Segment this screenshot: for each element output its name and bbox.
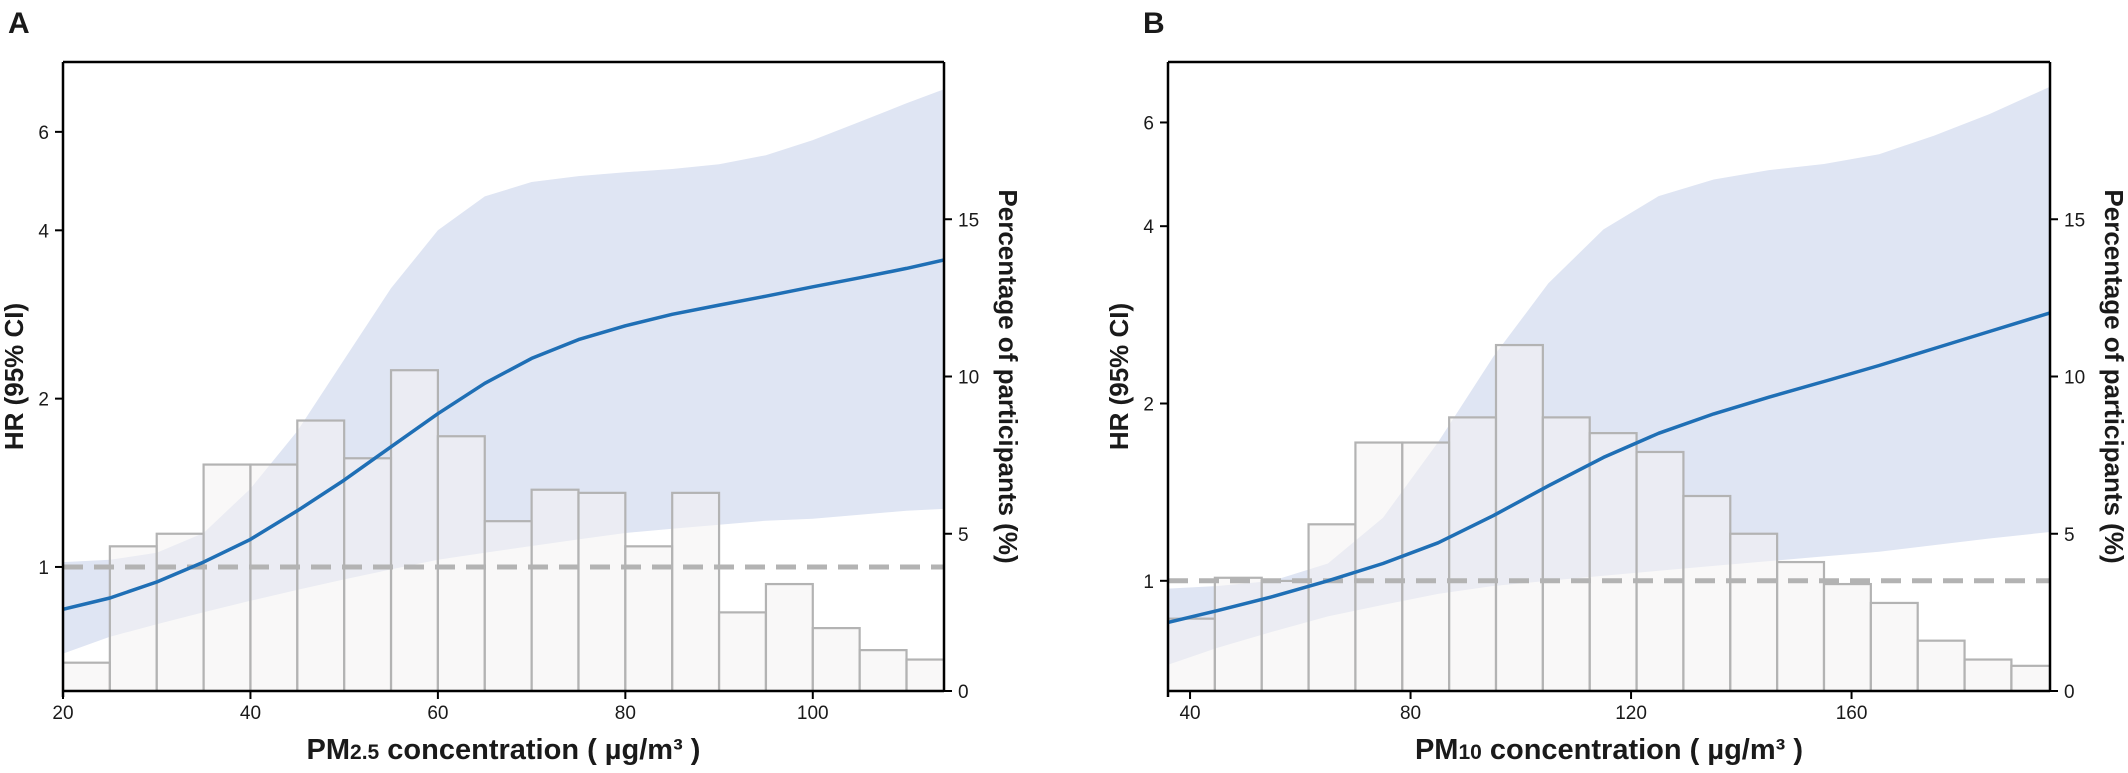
x-tick-label: 40 xyxy=(240,703,261,724)
x-tick-label: 40 xyxy=(1179,703,1200,724)
x-tick-label: 120 xyxy=(1615,703,1647,724)
histogram-bar xyxy=(1635,450,1685,691)
histogram-bar xyxy=(1822,582,1872,691)
histogram-bar xyxy=(389,369,439,691)
histogram-bar xyxy=(1213,576,1263,691)
histogram-bar xyxy=(202,463,252,691)
histogram-bar xyxy=(1916,639,1966,691)
x-axis-label: PM10 concentration ( µg/m³ ) xyxy=(1415,734,1803,766)
histogram-bar xyxy=(577,491,627,691)
histogram-bar xyxy=(108,545,158,691)
y-tick-label: 6 xyxy=(38,123,49,144)
histogram-bar xyxy=(1168,617,1216,691)
x-axis-label-main: PM xyxy=(307,734,351,766)
hr-curve xyxy=(1168,311,2050,625)
y2-tick-label: 10 xyxy=(2064,368,2085,389)
x-axis-label: PM2.5 concentration ( µg/m³ ) xyxy=(307,734,701,766)
y-tick-label: 2 xyxy=(38,390,49,411)
y-tick-label: 2 xyxy=(1143,394,1154,415)
y2-tick-label: 0 xyxy=(2064,682,2075,703)
x-tick-label: 20 xyxy=(52,703,73,724)
x-axis-label-rest: concentration ( µg/m³ ) xyxy=(1482,734,1803,766)
x-axis-label-sub: 10 xyxy=(1458,741,1481,764)
histogram-bar xyxy=(2010,664,2050,691)
x-axis-label-sub: 2.5 xyxy=(350,741,380,764)
histogram-bar xyxy=(811,626,861,691)
y-tick-label: 6 xyxy=(1143,113,1154,134)
y-tick-label: 1 xyxy=(1143,572,1154,593)
histogram-bar xyxy=(1541,416,1591,691)
histogram-bar xyxy=(1682,494,1732,691)
x-tick-label: 80 xyxy=(615,703,636,724)
y2-tick-label: 10 xyxy=(958,368,979,389)
y2-tick-label: 5 xyxy=(2064,525,2075,546)
histogram-bar xyxy=(1448,416,1498,691)
histogram-bar xyxy=(249,463,299,691)
histogram-bar xyxy=(1963,658,2013,691)
x-tick-label: 160 xyxy=(1836,703,1868,724)
hr-curve xyxy=(63,258,944,612)
histogram-bar xyxy=(1354,441,1404,691)
histogram-bar xyxy=(1729,532,1779,691)
histogram-bar xyxy=(1494,343,1544,691)
y-axis-label: HR (95% CI) xyxy=(0,303,29,450)
x-axis-label-main: PM xyxy=(1415,734,1459,766)
histogram-bar xyxy=(155,532,205,691)
y-axis-label: HR (95% CI) xyxy=(1104,303,1134,450)
y2-tick-label: 15 xyxy=(958,210,979,231)
histogram-bar xyxy=(1588,432,1638,691)
x-tick-label: 80 xyxy=(1400,703,1421,724)
histogram-bar xyxy=(483,520,533,691)
histogram-bar xyxy=(530,488,580,691)
panel-label: B xyxy=(1143,7,1165,40)
histogram-bar xyxy=(63,661,111,691)
y2-axis-label: Percentage of participants (%) xyxy=(2099,189,2128,563)
y-tick-label: 4 xyxy=(1143,217,1154,238)
x-tick-label: 60 xyxy=(427,703,448,724)
y2-tick-label: 0 xyxy=(958,682,969,703)
histogram-bar xyxy=(1869,601,1919,691)
panel-b: 40 80 120 160 1 2 4 6 0 5 10 15 B HR (95% CI) Percenta… xyxy=(1104,7,2128,766)
panel-label: A xyxy=(8,7,30,40)
y2-tick-label: 15 xyxy=(2064,210,2085,231)
histogram-bar xyxy=(1401,441,1451,691)
x-tick-label: 100 xyxy=(797,703,829,724)
histogram-bar xyxy=(296,419,346,691)
histogram-bar xyxy=(1307,523,1357,691)
histogram-bar xyxy=(436,435,486,691)
y-tick-label: 1 xyxy=(38,558,49,579)
histogram-bar xyxy=(717,611,768,691)
y2-axis-label: Percentage of participants (%) xyxy=(993,189,1023,563)
x-axis-label-rest: concentration ( µg/m³ ) xyxy=(379,734,700,766)
histogram-bar xyxy=(343,457,393,691)
histogram-bar xyxy=(858,649,908,691)
plot-area xyxy=(63,89,944,691)
histogram-bar xyxy=(671,491,721,691)
histogram-bar xyxy=(764,582,814,691)
y-tick-label: 4 xyxy=(38,221,49,242)
y2-tick-label: 5 xyxy=(958,525,969,546)
plot-area xyxy=(1168,86,2050,691)
